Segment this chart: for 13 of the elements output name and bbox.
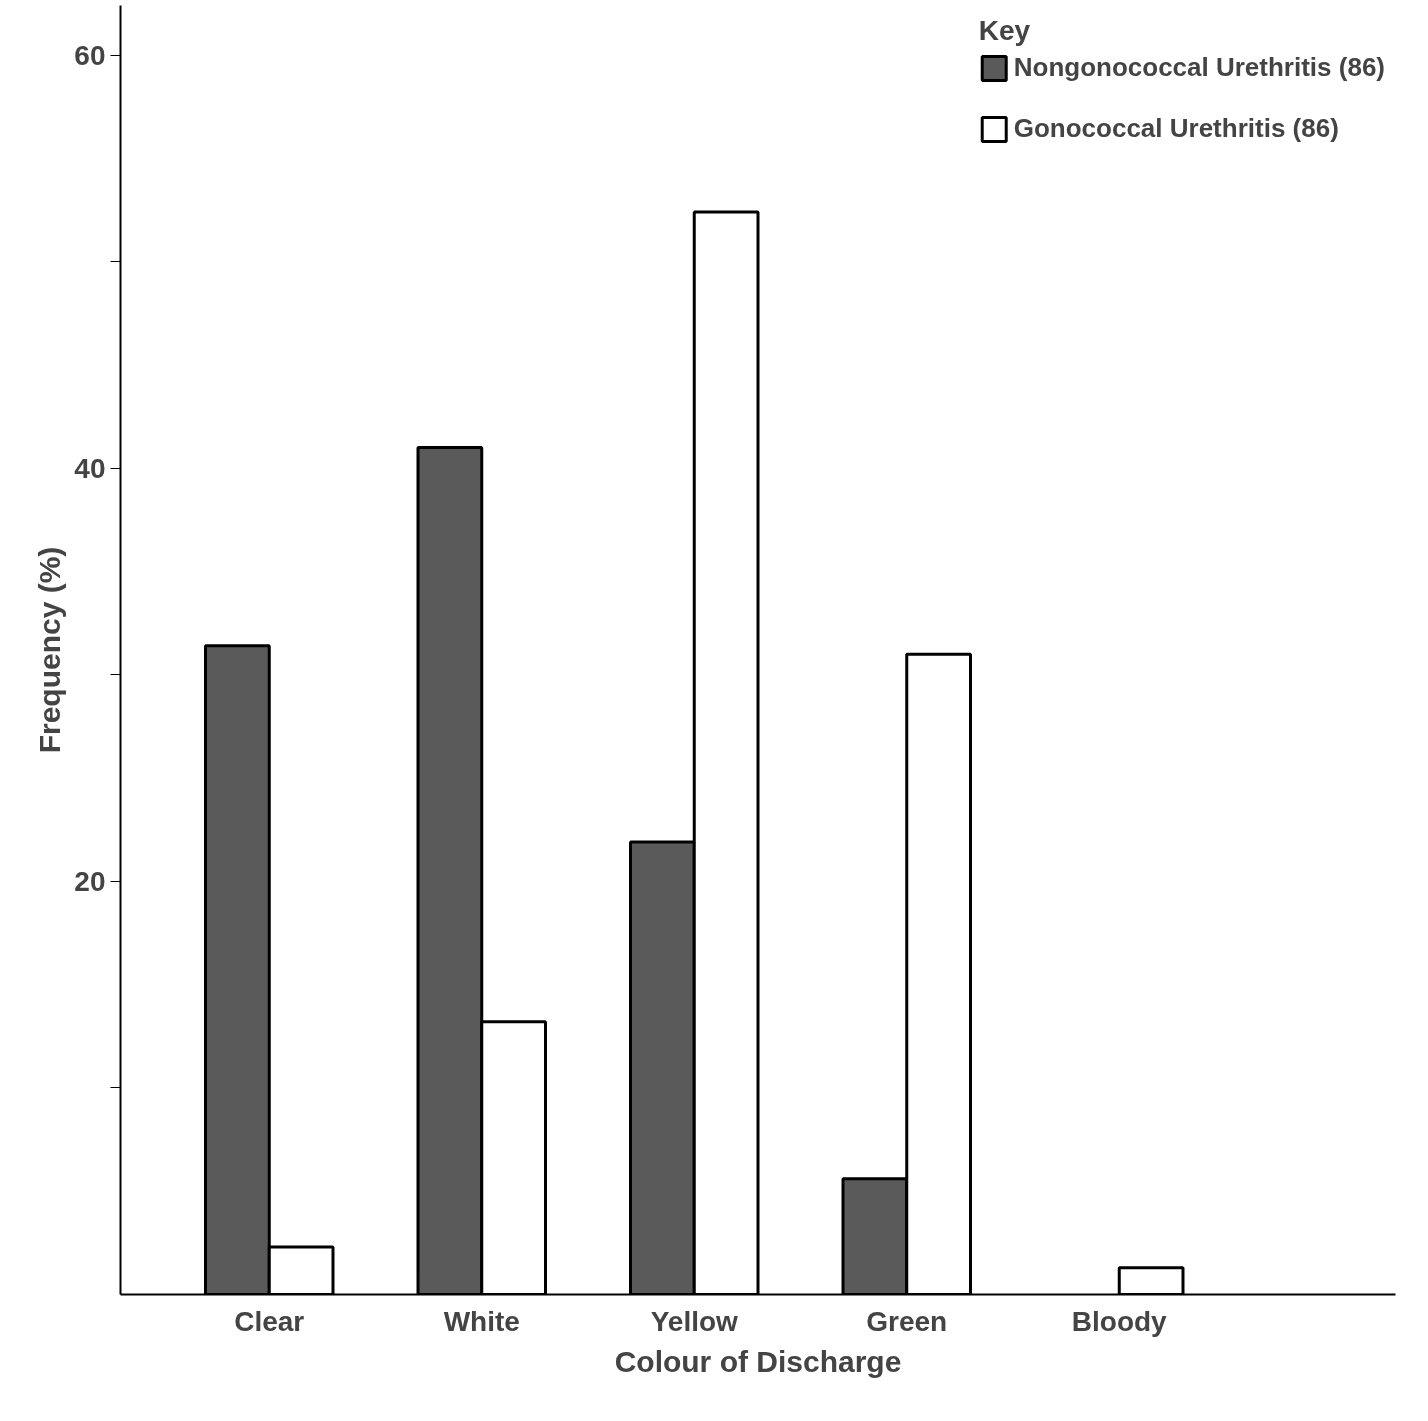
legend-label: Gonococcal Urethritis (86)	[1013, 113, 1339, 144]
x-tick-label: Clear	[234, 1305, 305, 1337]
x-tick-label: Yellow	[650, 1305, 739, 1337]
x-tick-label: Green	[866, 1305, 948, 1337]
legend-title: Key	[978, 15, 1032, 47]
x-axis-title: Colour of Discharge	[614, 1344, 902, 1378]
legend-label: Nongonococcal Urethritis (86)	[1013, 52, 1385, 83]
y-tick-label: 40	[74, 452, 106, 484]
y-tick-label: 20	[74, 865, 106, 897]
x-tick-label: Bloody	[1071, 1305, 1168, 1337]
x-tick-label: White	[443, 1305, 520, 1337]
y-axis-title: Frequency (%)	[33, 546, 67, 754]
y-tick-label: 60	[74, 39, 106, 71]
